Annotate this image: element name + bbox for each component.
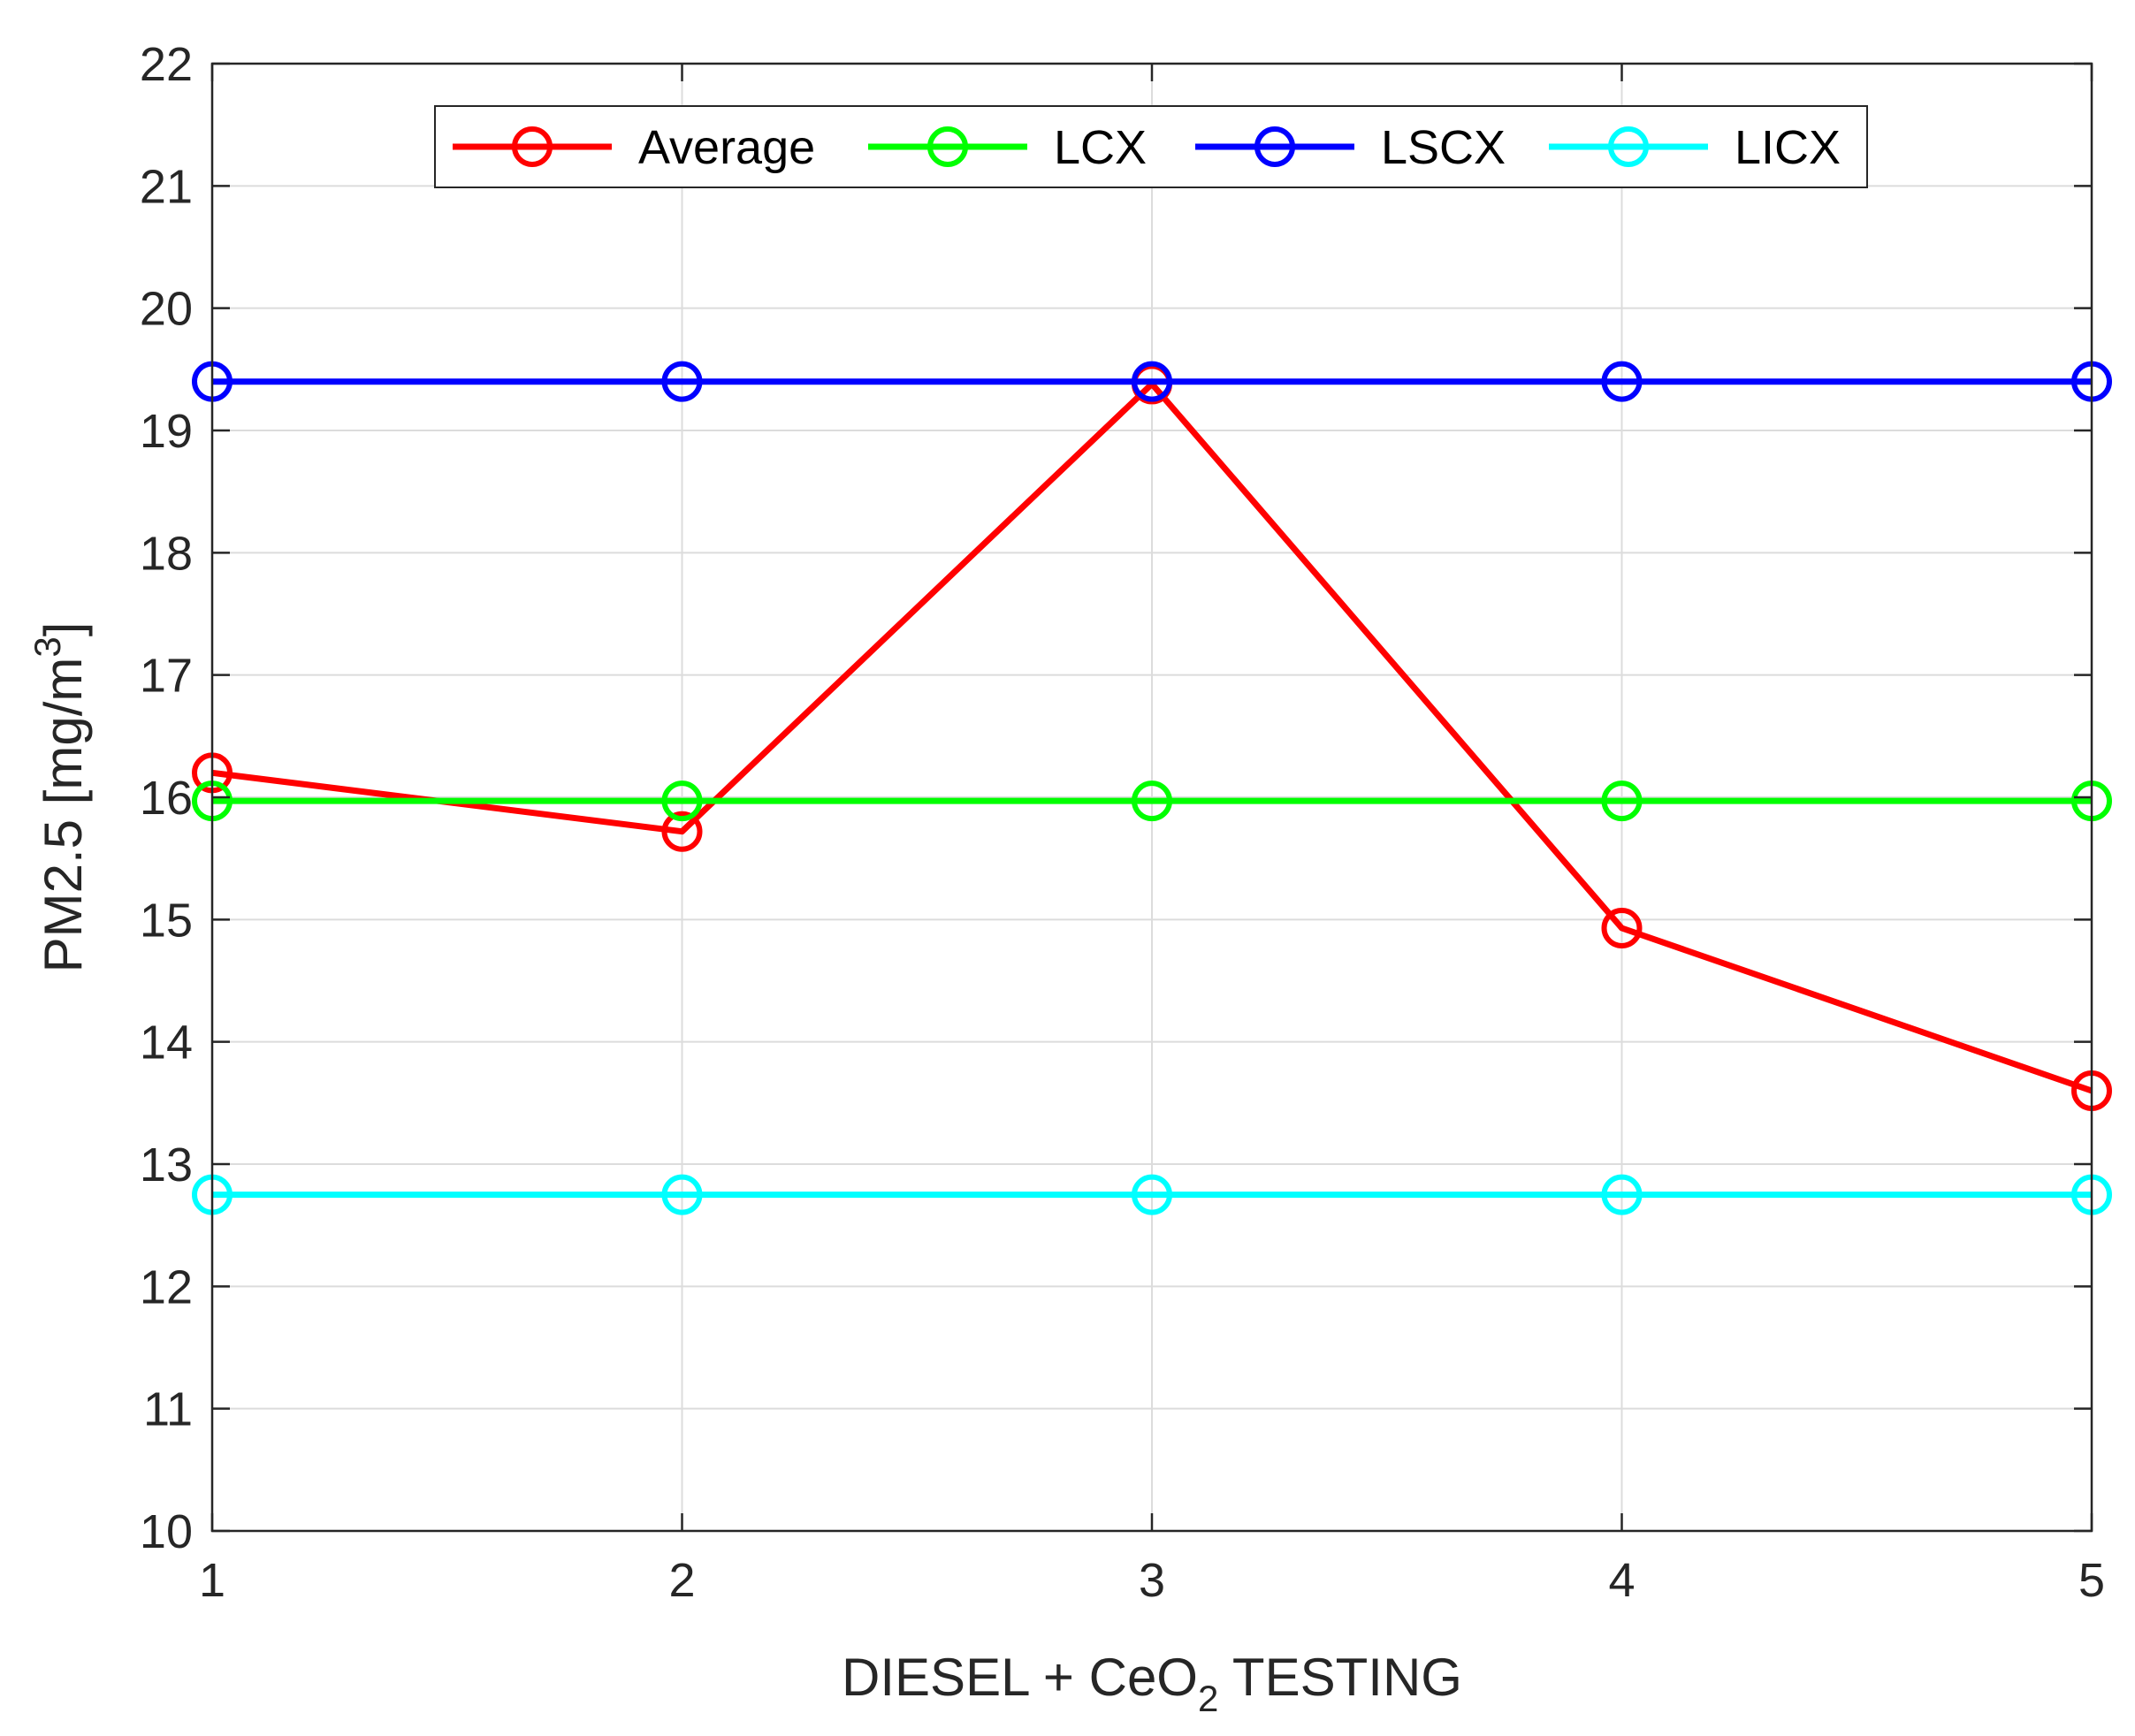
y-axis-title: PM2.5 [mg/m3] — [27, 622, 93, 973]
data-point-lscx — [1132, 361, 1172, 402]
data-point-licx — [1601, 1174, 1643, 1215]
series-lscx — [192, 361, 2112, 402]
legend-marker-licx — [1608, 126, 1649, 167]
legend-label-licx: LICX — [1735, 121, 1841, 174]
data-point-average — [1601, 908, 1643, 949]
x-tick-label: 5 — [2078, 1554, 2105, 1607]
legend-item-lcx: LCX — [868, 121, 1147, 174]
data-point-licx — [661, 1174, 703, 1215]
legend-label-lcx: LCX — [1054, 121, 1147, 174]
legend-marker-lscx — [1254, 126, 1295, 167]
legend: Average LCX LSCX LICX — [434, 105, 1868, 188]
x-axis-title-subscript: 2 — [1198, 1678, 1218, 1719]
y-tick-label: 12 — [140, 1260, 193, 1313]
y-axis-title-superscript: 3 — [27, 636, 68, 657]
y-tick-label: 21 — [140, 160, 193, 213]
data-point-licx — [1132, 1174, 1172, 1215]
y-tick-label: 19 — [140, 405, 193, 458]
data-point-lcx — [1601, 780, 1643, 822]
y-tick-label: 17 — [140, 650, 193, 703]
legend-label-lscx: LSCX — [1381, 121, 1506, 174]
legend-label-average: Average — [638, 121, 815, 174]
y-tick-label: 10 — [140, 1505, 193, 1558]
x-tick-label: 2 — [668, 1554, 695, 1607]
data-point-lcx — [661, 780, 703, 822]
y-tick-label: 14 — [140, 1016, 193, 1070]
data-point-lscx — [1601, 361, 1643, 402]
y-tick-label: 18 — [140, 527, 193, 580]
grid-lines — [211, 63, 2093, 1532]
y-tick-label: 16 — [140, 772, 193, 825]
x-axis-title-tail: TESTING — [1218, 1648, 1462, 1707]
x-tick-label: 1 — [199, 1554, 225, 1607]
x-tick-label: 4 — [1608, 1554, 1635, 1607]
data-point-lscx — [661, 361, 703, 402]
x-tick-label: 3 — [1139, 1554, 1165, 1607]
y-tick-label: 15 — [140, 894, 193, 947]
legend-item-average: Average — [453, 121, 815, 174]
legend-marker-lcx — [927, 126, 968, 167]
y-axis-title-tail: ] — [34, 622, 93, 637]
legend-marker-average — [512, 126, 553, 167]
y-tick-label: 22 — [140, 38, 193, 91]
y-tick-label: 13 — [140, 1138, 193, 1192]
data-point-average — [661, 811, 703, 852]
legend-item-lscx: LSCX — [1195, 121, 1506, 174]
legend-box — [434, 105, 1868, 188]
data-point-lcx — [1132, 780, 1172, 822]
legend-item-licx: LICX — [1549, 121, 1841, 174]
y-tick-label: 20 — [140, 283, 193, 336]
y-tick-label: 11 — [143, 1383, 193, 1436]
x-axis-title: DIESEL + CeO2 TESTING — [842, 1648, 1462, 1719]
